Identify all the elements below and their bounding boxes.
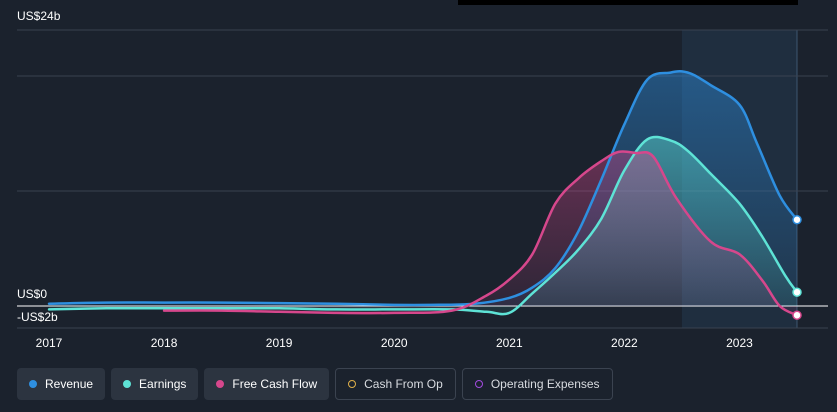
x-tick-label: 2021 (495, 336, 523, 350)
legend-revenue-dot (29, 380, 37, 388)
legend-operating-expenses-dot (474, 380, 483, 388)
free-cash-flow-area (164, 151, 798, 316)
revenue-line (47, 69, 799, 307)
free-cash-flow-end-point (792, 310, 802, 320)
legend-cash-from-op-dot (348, 380, 357, 388)
x-tick-label: 2018 (150, 336, 178, 350)
revenue-end-point (792, 215, 802, 225)
legend-free-cash-flow-dot (216, 380, 225, 388)
earnings-line (47, 135, 799, 316)
legend-earnings-dot (123, 380, 132, 388)
x-tick-label: 2020 (380, 336, 408, 350)
x-tick-label: 2023 (726, 336, 753, 350)
legend: Revenue Earnings Free Cash Flow Cash Fro… (17, 368, 613, 400)
free-cash-flow-line (162, 150, 799, 317)
top-black-bar (458, 0, 798, 5)
legend-free-cash-flow[interactable]: Free Cash Flow (204, 368, 330, 400)
legend-free-cash-flow-label: Free Cash Flow (232, 377, 318, 391)
earnings-end-point (792, 287, 802, 297)
y-label-zero: US$0 (17, 287, 48, 301)
x-tick-label: 2022 (611, 336, 638, 350)
legend-earnings-label: Earnings (139, 377, 187, 391)
y-label-bottom: -US$2b (17, 310, 58, 324)
x-tick-label: 2017 (35, 336, 63, 350)
x-tick-label: 2019 (265, 336, 293, 350)
legend-revenue-label: Revenue (45, 377, 94, 391)
legend-cash-from-op[interactable]: Cash From Op (335, 368, 456, 400)
legend-operating-expenses-label: Operating Expenses (490, 377, 600, 391)
legend-operating-expenses[interactable]: Operating Expenses (461, 368, 613, 400)
legend-earnings[interactable]: Earnings (111, 368, 199, 400)
legend-revenue[interactable]: Revenue (17, 368, 106, 400)
legend-cash-from-op-label: Cash From Op (364, 377, 443, 391)
y-label-top: US$24b (17, 9, 61, 23)
